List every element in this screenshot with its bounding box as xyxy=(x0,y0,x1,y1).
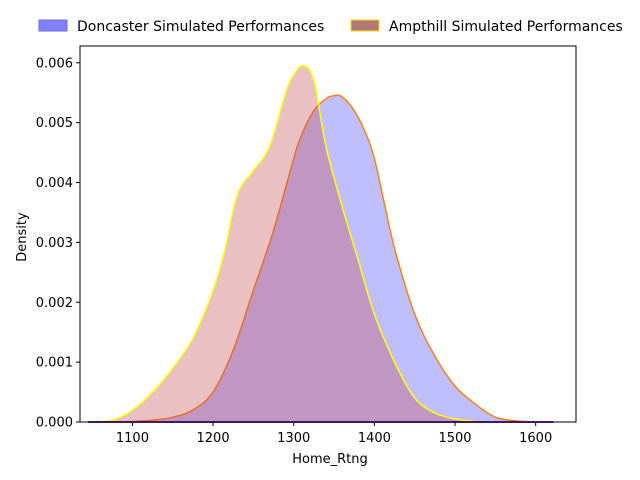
x-tick-label-0: 1100 xyxy=(116,431,149,446)
plot-area: 1100 1200 1300 1400 1500 1600 0.000 0.001 0.002 0… xyxy=(36,45,577,446)
y-tick-label-4: 0.004 xyxy=(36,176,73,191)
x-tick-label-1: 1200 xyxy=(197,431,230,446)
axes-frame xyxy=(79,45,577,423)
y-tick-label-0: 0.000 xyxy=(36,416,73,431)
y-axis-label: Density xyxy=(15,212,30,262)
x-tick-label-3: 1400 xyxy=(358,431,391,446)
y-tick-label-5: 0.005 xyxy=(36,116,73,131)
y-tick-label-2: 0.002 xyxy=(36,296,73,311)
density-area-1 xyxy=(88,65,552,423)
legend-swatch-doncaster xyxy=(38,19,68,32)
x-axis-label: Home_Rtng xyxy=(292,452,368,467)
density-area-0 xyxy=(112,95,554,422)
x-tick-label-4: 1500 xyxy=(438,431,471,446)
density-line-1 xyxy=(88,64,552,423)
legend-label-ampthill: Ampthill Simulated Performances xyxy=(389,19,623,35)
y-tick-label-1: 0.001 xyxy=(36,356,73,371)
y-tick-label-6: 0.006 xyxy=(36,56,73,71)
legend-label-doncaster: Doncaster Simulated Performances xyxy=(77,19,324,35)
y-tick-label-3: 0.003 xyxy=(36,236,73,251)
legend: Doncaster Simulated Performances Ampthil… xyxy=(38,19,623,35)
density-line-0 xyxy=(112,94,554,423)
x-tick-label-5: 1600 xyxy=(519,431,552,446)
x-tick-label-2: 1300 xyxy=(277,431,310,446)
legend-swatch-ampthill xyxy=(350,19,380,32)
